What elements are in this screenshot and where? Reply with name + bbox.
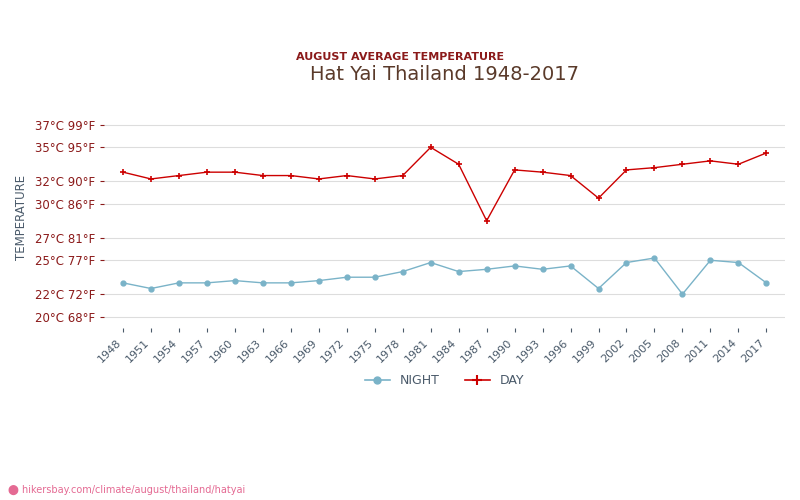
Text: AUGUST AVERAGE TEMPERATURE: AUGUST AVERAGE TEMPERATURE — [296, 52, 504, 62]
Y-axis label: TEMPERATURE: TEMPERATURE — [15, 176, 28, 260]
Legend: NIGHT, DAY: NIGHT, DAY — [360, 370, 530, 392]
Title: Hat Yai Thailand 1948-2017: Hat Yai Thailand 1948-2017 — [310, 65, 579, 84]
Text: ⬤ hikersbay.com/climate/august/thailand/hatyai: ⬤ hikersbay.com/climate/august/thailand/… — [8, 485, 246, 495]
